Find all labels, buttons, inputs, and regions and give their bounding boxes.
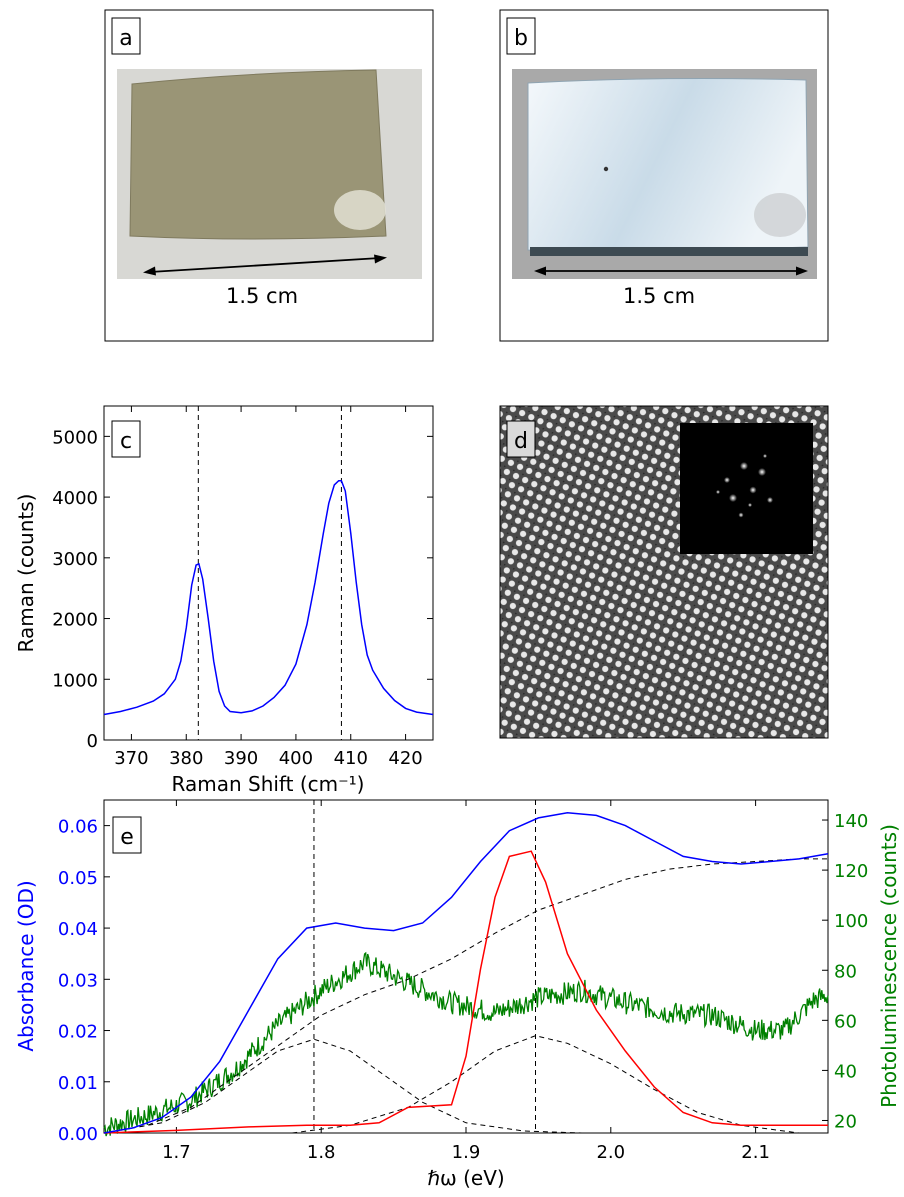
panel-e-ticks: 1.7 1.8 1.9 2.0 2.1 0.00 0.01 0.02 0.03 0.04 0.05 0… — [58, 800, 868, 1163]
panel-e-label-box — [112, 816, 142, 854]
panel-b-label-box — [506, 17, 536, 55]
c-y-tick-label: 1000 — [52, 670, 98, 691]
panel-a-scale-arrow — [149, 257, 381, 273]
absorbance-line — [103, 812, 829, 1134]
c-y-tick-label: 2000 — [52, 610, 98, 631]
e-right-y-tick-label: 140 — [834, 811, 868, 832]
e-x-tick-label: 1.8 — [307, 1142, 336, 1163]
e-left-y-tick-label: 0.00 — [58, 1124, 98, 1145]
panel-a-arrowhead-right — [374, 254, 387, 264]
panel-c-chart: 370 380 390 400 410 420010002000300040005000 … — [14, 405, 434, 796]
panel-e-label: e — [120, 825, 134, 850]
e-x-tick-label: 1.7 — [162, 1142, 191, 1163]
panel-b-label: b — [514, 26, 528, 51]
panel-b-reflection — [754, 193, 806, 237]
photoluminescence-line — [103, 951, 829, 1137]
panel-b-speck — [603, 166, 609, 172]
e-left-y-tick-label: 0.03 — [58, 970, 98, 991]
panel-c-label: c — [120, 429, 132, 454]
fit-a-line — [103, 1038, 582, 1134]
panel-c-y-axis-label: Raman (counts) — [14, 494, 38, 653]
e-right-y-tick-label: 120 — [834, 861, 868, 882]
panel-d-fft-inset — [680, 423, 813, 554]
e-right-y-tick-label: 60 — [834, 1011, 857, 1032]
panel-a-film — [129, 69, 387, 240]
e-left-y-tick-label: 0.04 — [58, 919, 98, 940]
c-y-tick-label: 4000 — [52, 488, 98, 509]
e-left-y-tick-label: 0.05 — [58, 868, 98, 889]
panel-a-scale-label: 1.5 cm — [226, 284, 298, 308]
fit-total-line — [103, 858, 828, 1134]
panel-e-peak-lines — [313, 800, 537, 1133]
c-x-tick-label: 370 — [114, 748, 148, 769]
panel-b: 1.5 cm b — [499, 9, 829, 342]
panel-c-x-axis-label: Raman Shift (cm⁻¹) — [172, 772, 365, 796]
fit-b-line — [292, 1035, 800, 1134]
e-left-y-tick-label: 0.01 — [58, 1073, 98, 1094]
panel-c-peak-lines — [197, 406, 342, 740]
e-left-y-tick-label: 0.02 — [58, 1022, 98, 1043]
panel-a-label: a — [119, 26, 132, 51]
panel-b-arrowhead-right — [796, 266, 808, 276]
panel-e-right-y-axis-label: Photoluminescence (counts) — [877, 824, 901, 1108]
panel-c-plot-area — [103, 405, 434, 741]
panel-a-label-box — [111, 17, 141, 55]
panel-e-left-y-axis-label: Absorbance (OD) — [14, 880, 38, 1051]
e-right-y-tick-label: 80 — [834, 961, 857, 982]
panel-e-series — [103, 812, 829, 1137]
panel-a: 1.5 cm a — [104, 9, 434, 342]
fft-spots — [716, 454, 773, 518]
panel-e-plot-area — [103, 799, 829, 1134]
panel-d: d — [499, 405, 829, 739]
c-x-tick-label: 400 — [279, 748, 313, 769]
panel-c-label-box — [111, 420, 141, 458]
e-right-y-tick-label: 100 — [834, 911, 868, 932]
panel-e-x-axis-label: ℏω (eV) — [427, 1166, 504, 1190]
panel-a-arrowhead-left — [143, 266, 156, 276]
c-y-tick-label: 0 — [87, 731, 98, 752]
panel-e-chart: 1.7 1.8 1.9 2.0 2.1 0.00 0.01 0.02 0.03 0.04 0.05 0… — [14, 799, 901, 1190]
panel-b-film-edge — [530, 247, 808, 256]
pl-peak-line — [103, 850, 828, 1134]
raman-spectrum-line — [103, 479, 434, 716]
e-left-y-tick-label: 0.06 — [58, 817, 98, 838]
c-y-tick-label: 5000 — [52, 427, 98, 448]
e-x-tick-label: 2.1 — [741, 1142, 770, 1163]
e-x-tick-label: 1.9 — [452, 1142, 481, 1163]
c-x-tick-label: 420 — [388, 748, 422, 769]
panel-c-ticks: 370 380 390 400 410 420 0 1000 2000 3000 4000 5000 — [52, 406, 433, 769]
c-y-tick-label: 3000 — [52, 549, 98, 570]
e-right-y-tick-label: 40 — [834, 1061, 857, 1082]
panel-b-arrowhead-left — [534, 266, 546, 276]
panel-a-reflection — [334, 190, 386, 230]
c-x-tick-label: 410 — [334, 748, 368, 769]
panel-d-label: d — [514, 429, 528, 454]
panel-b-scale-label: 1.5 cm — [623, 284, 695, 308]
c-x-tick-label: 390 — [224, 748, 258, 769]
panel-d-label-box — [506, 420, 536, 458]
e-right-y-tick-label: 20 — [834, 1111, 857, 1132]
c-x-tick-label: 380 — [169, 748, 203, 769]
e-x-tick-label: 2.0 — [596, 1142, 625, 1163]
